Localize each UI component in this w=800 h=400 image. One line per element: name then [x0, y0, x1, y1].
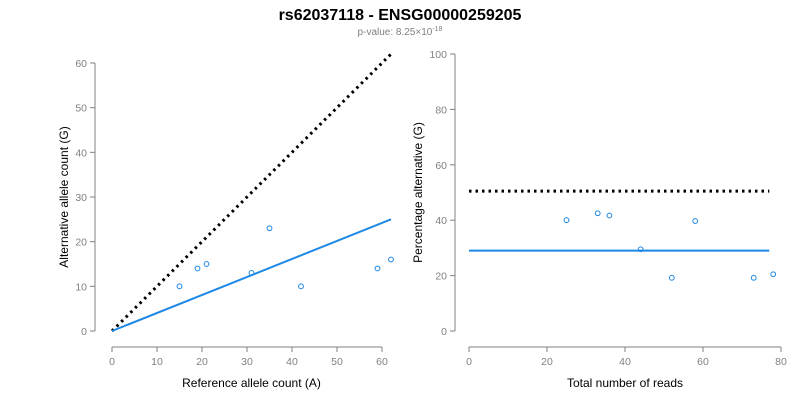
x-tick-label: 60 [376, 356, 388, 368]
data-point [668, 274, 675, 281]
x-tick-label: 40 [619, 356, 631, 368]
data-point [203, 261, 210, 267]
y-tick-label: 40 [435, 215, 447, 227]
x-tick-label: 50 [331, 356, 343, 368]
x-tick-label: 20 [541, 356, 553, 368]
y-tick-label: 20 [435, 271, 447, 283]
chart-title: rs62037118 - ENSG00000259205 [279, 7, 522, 24]
x-tick-label: 30 [241, 356, 253, 368]
x-tick-label: 0 [109, 356, 115, 368]
x-tick-label: 20 [196, 356, 208, 368]
y-tick-label: 80 [435, 104, 447, 116]
y-tick-label: 20 [75, 237, 87, 249]
y-tick-label: 30 [75, 192, 87, 204]
y-tick-label: 50 [75, 103, 87, 115]
data-point [594, 210, 601, 217]
y-tick-label: 10 [75, 281, 87, 293]
data-point [374, 265, 381, 272]
pvalue-text: p-value: 8.25×10 [358, 27, 433, 38]
y-tick-label: 40 [75, 147, 87, 159]
pvalue-exponent: -18 [432, 26, 442, 33]
data-point [176, 283, 183, 290]
data-point [248, 270, 255, 276]
data-point [770, 271, 777, 278]
x-tick-label: 80 [775, 356, 787, 368]
y-axis-label: Alternative allele count (G) [57, 126, 71, 267]
x-tick-label: 10 [151, 356, 163, 368]
y-tick-label: 0 [441, 326, 447, 338]
data-point [298, 283, 304, 290]
data-point [692, 218, 699, 224]
data-point [266, 225, 273, 232]
y-tick-label: 0 [81, 326, 87, 338]
chart-subtitle: p-value: 8.25×10-18 [358, 26, 443, 38]
data-point [637, 246, 644, 253]
data-point [750, 274, 757, 281]
x-axis-label: Reference allele count (A) [182, 376, 321, 390]
data-point [388, 256, 394, 263]
y-tick-label: 100 [429, 49, 447, 61]
data-point [194, 265, 201, 272]
right-panel: 0 20 40 60 80 0 20 40 60 80 100 Total number of rea… [411, 49, 787, 390]
x-tick-label: 40 [286, 356, 298, 368]
y-tick-label: 60 [75, 58, 87, 70]
x-axis-label: Total number of reads [567, 376, 683, 390]
data-point [563, 217, 570, 224]
y-tick-label: 60 [435, 160, 447, 172]
reference-dotted-line [110, 53, 393, 333]
x-tick-label: 60 [697, 356, 709, 368]
data-point [606, 212, 613, 219]
left-panel: 0 10 20 30 40 50 60 0 10 20 30 40 50 60 Reference alle… [57, 53, 394, 390]
y-axis-label: Percentage alternative (G) [411, 122, 425, 263]
x-tick-label: 0 [466, 356, 472, 368]
